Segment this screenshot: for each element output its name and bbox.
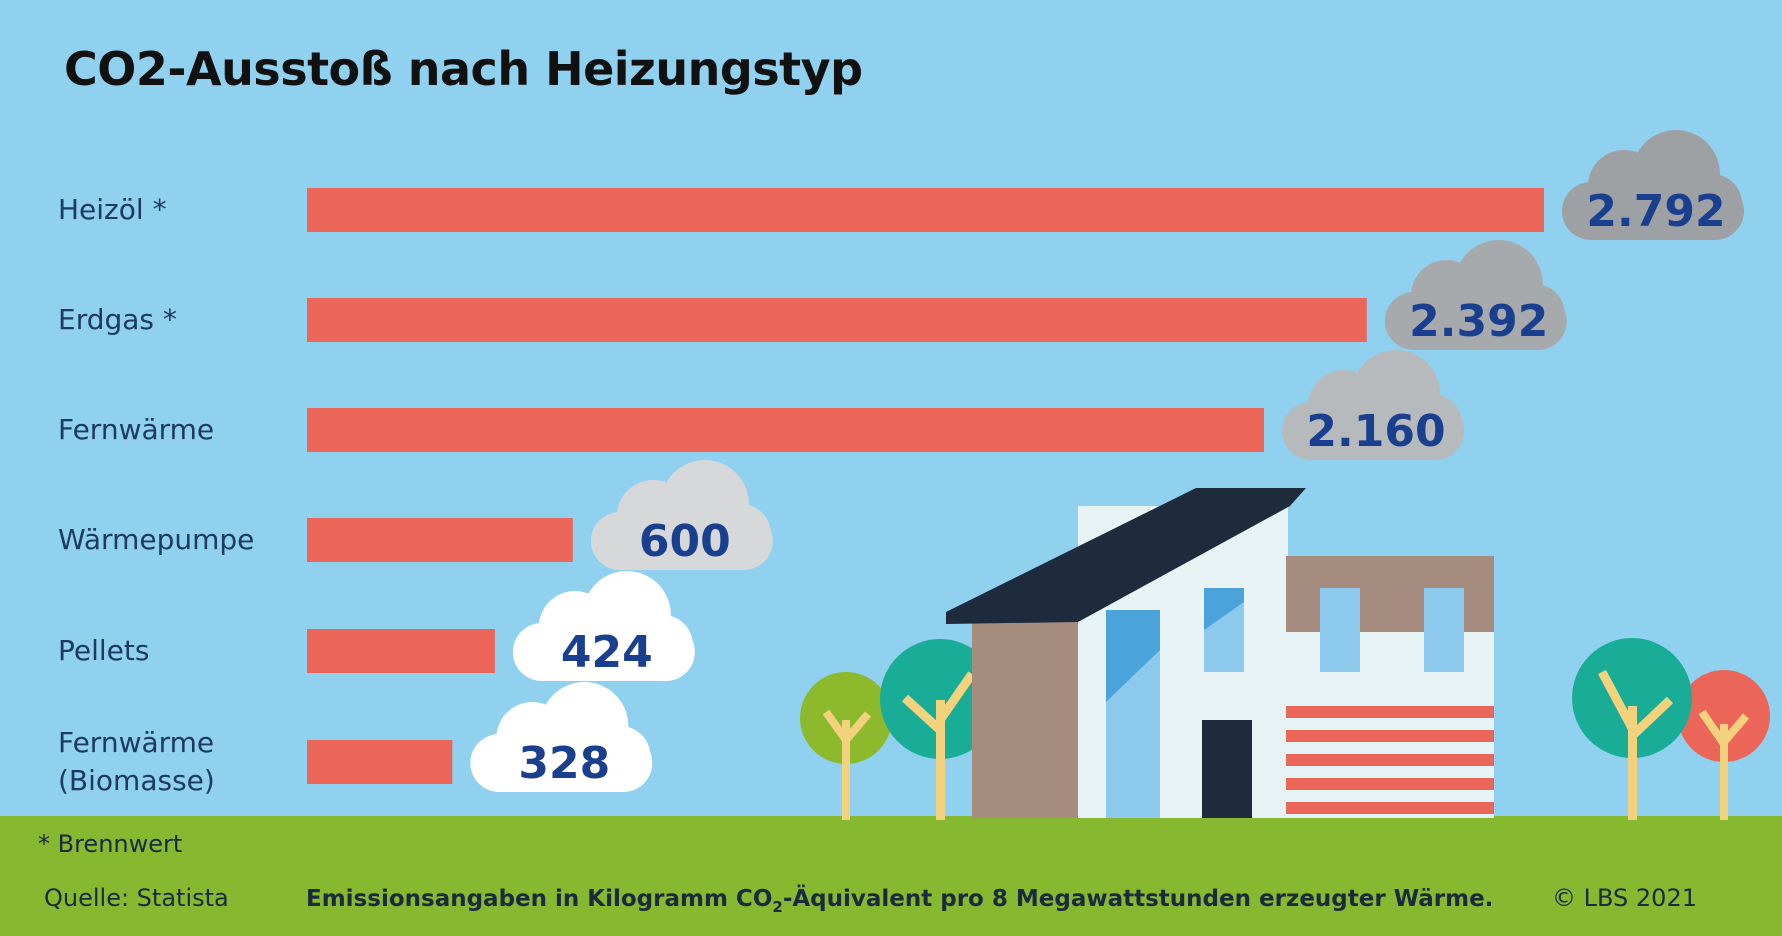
bar: [307, 408, 1264, 452]
tree-icon: [880, 639, 1000, 820]
value-clouds: 2.792 2.392 2.160 600 424 328: [470, 130, 1744, 792]
cloud-shape: [590, 726, 651, 786]
cloud-shape: [1401, 394, 1462, 454]
ground: [0, 816, 1782, 936]
tree-icon: [800, 672, 892, 820]
bars: [307, 188, 1544, 784]
category-label: Heizöl *: [58, 191, 167, 229]
data-label: 2.792: [1586, 186, 1725, 237]
cloud-shape: [632, 615, 693, 675]
copyright-text: © LBS 2021: [1552, 884, 1697, 912]
tree-icon: [1678, 670, 1770, 820]
category-label: Fernwärme: [58, 411, 214, 449]
tree-icon: [1572, 638, 1692, 820]
cloud-shape: [710, 504, 771, 564]
chart-title: CO2-Ausstoß nach Heizungstyp: [64, 42, 863, 96]
unit-note-suffix: -Äquivalent pro 8 Megawattstunden erzeug…: [782, 886, 1494, 912]
category-label-line: Wärmepumpe: [58, 523, 255, 556]
value-cloud: 2.392: [1384, 240, 1567, 350]
category-label-line: Fernwärme: [58, 413, 215, 446]
unit-note: Emissionsangaben in Kilogramm CO2-Äquiva…: [306, 886, 1494, 916]
bar: [307, 629, 495, 673]
value-cloud: 424: [512, 571, 695, 681]
footnote: * Brennwert: [38, 830, 183, 858]
category-label: Pellets: [58, 632, 149, 670]
category-label-line: Heizöl *: [58, 193, 167, 226]
category-label-line: (Biomasse): [58, 764, 215, 797]
data-label: 600: [639, 516, 731, 567]
cloud-shape: [1682, 174, 1742, 234]
data-label: 328: [518, 738, 610, 789]
house-icon: [946, 488, 1494, 818]
category-label-line: Erdgas *: [58, 303, 177, 336]
value-cloud: 328: [470, 682, 653, 792]
data-label: 2.160: [1306, 406, 1445, 457]
cloud-shape: [1504, 284, 1565, 344]
unit-note-prefix: Emissionsangaben in Kilogramm CO: [306, 886, 773, 912]
data-label: 2.392: [1409, 296, 1548, 347]
value-cloud: 2.160: [1281, 350, 1464, 460]
category-label-line: Pellets: [58, 634, 150, 667]
value-cloud: 600: [590, 460, 773, 570]
source-text: Quelle: Statista: [44, 884, 229, 912]
category-label: Erdgas *: [58, 301, 177, 339]
category-label: Fernwärme (Biomasse): [58, 724, 215, 800]
category-label-line: Fernwärme: [58, 726, 215, 759]
data-label: 424: [561, 627, 653, 678]
category-label: Wärmepumpe: [58, 521, 254, 559]
unit-note-subscript: 2: [772, 898, 783, 916]
bar: [307, 298, 1367, 342]
bar: [307, 188, 1544, 232]
value-cloud: 2.792: [1562, 130, 1744, 240]
bar: [307, 740, 453, 784]
bar: [307, 518, 573, 562]
